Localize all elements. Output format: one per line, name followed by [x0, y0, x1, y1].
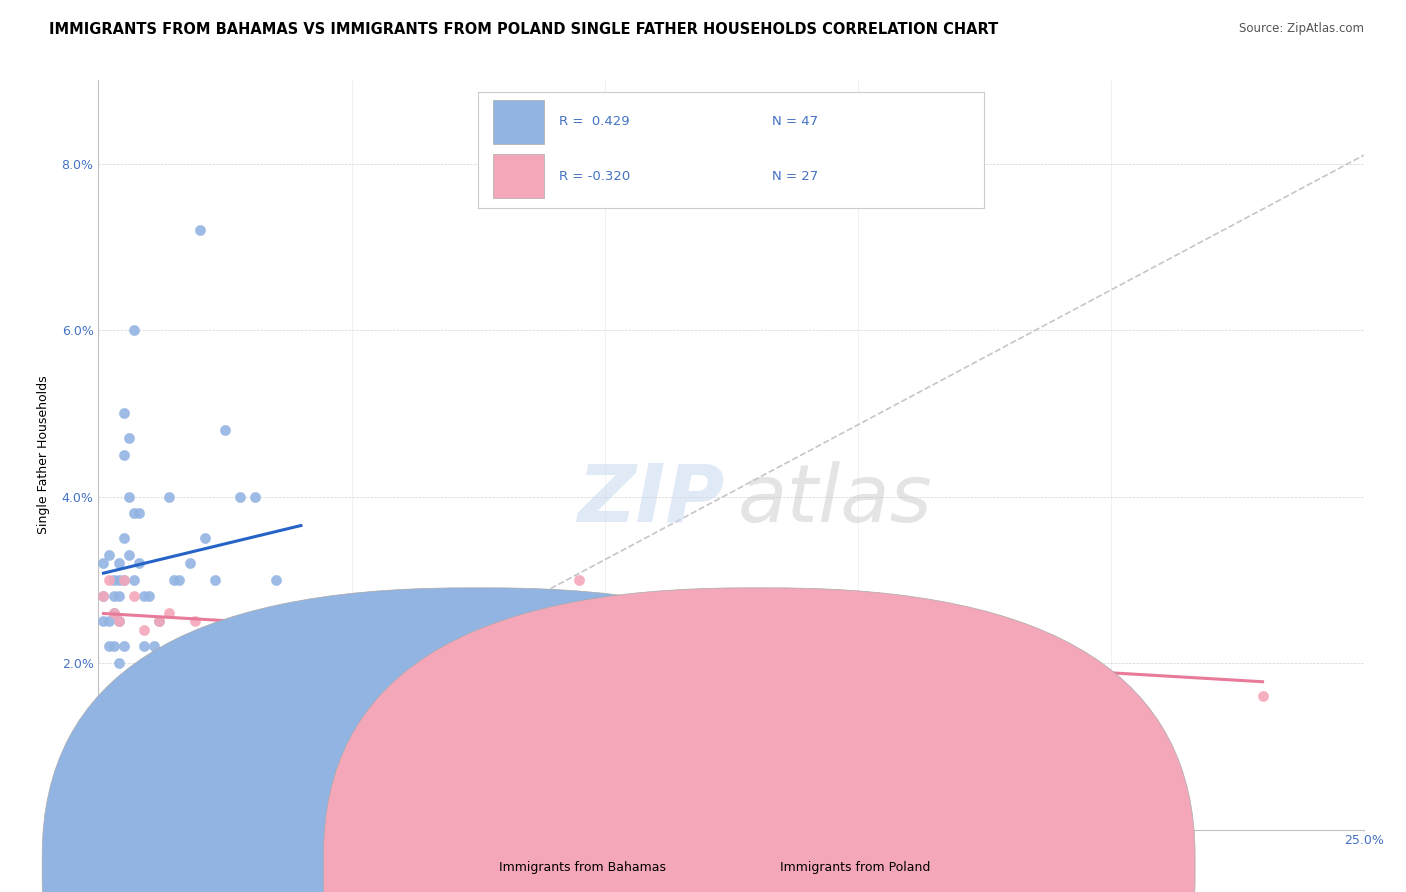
Point — [973, 656, 995, 670]
Text: Source: ZipAtlas.com: Source: ZipAtlas.com — [1239, 22, 1364, 36]
Point — [138, 656, 160, 670]
Point — [1251, 690, 1274, 704]
Point — [103, 590, 125, 604]
Point — [112, 448, 135, 462]
Point — [112, 573, 135, 587]
Point — [103, 606, 125, 620]
Point — [112, 573, 135, 587]
Point — [872, 640, 894, 654]
Point — [169, 640, 191, 654]
Point — [157, 490, 180, 504]
Point — [122, 323, 145, 337]
Text: ZIP: ZIP — [578, 461, 725, 539]
Point — [163, 573, 186, 587]
Point — [148, 615, 170, 629]
Text: Immigrants from Bahamas: Immigrants from Bahamas — [499, 861, 666, 873]
Point — [280, 615, 302, 629]
Point — [315, 615, 337, 629]
Point — [204, 573, 226, 587]
Point — [93, 590, 115, 604]
Point — [118, 431, 141, 445]
Point — [112, 406, 135, 420]
Point — [97, 615, 120, 629]
Point — [132, 623, 155, 637]
Point — [97, 573, 120, 587]
Point — [103, 606, 125, 620]
Point — [103, 640, 125, 654]
Point — [391, 615, 413, 629]
Point — [138, 590, 160, 604]
Point — [204, 656, 226, 670]
Point — [128, 506, 150, 520]
Point — [157, 606, 180, 620]
Point — [214, 423, 236, 437]
Point — [118, 548, 141, 562]
Point — [254, 615, 277, 629]
Point — [118, 490, 141, 504]
Point — [132, 590, 155, 604]
Point — [183, 615, 205, 629]
Point — [148, 615, 170, 629]
Point — [103, 573, 125, 587]
Point — [112, 640, 135, 654]
Point — [188, 223, 211, 237]
Point — [107, 615, 129, 629]
Point — [143, 640, 166, 654]
Point — [107, 590, 129, 604]
Y-axis label: Single Father Households: Single Father Households — [38, 376, 51, 534]
Point — [107, 656, 129, 670]
Point — [122, 573, 145, 587]
Point — [112, 531, 135, 545]
Point — [745, 640, 768, 654]
Text: atlas: atlas — [737, 461, 932, 539]
Point — [350, 656, 373, 670]
Point — [107, 556, 129, 570]
Point — [97, 640, 120, 654]
Point — [107, 573, 129, 587]
Point — [107, 615, 129, 629]
Point — [224, 673, 246, 687]
Point — [1074, 690, 1097, 704]
Point — [128, 556, 150, 570]
Point — [93, 615, 115, 629]
Point — [93, 590, 115, 604]
Point — [245, 490, 267, 504]
Text: IMMIGRANTS FROM BAHAMAS VS IMMIGRANTS FROM POLAND SINGLE FATHER HOUSEHOLDS CORRE: IMMIGRANTS FROM BAHAMAS VS IMMIGRANTS FR… — [49, 22, 998, 37]
Point — [97, 548, 120, 562]
Point — [264, 573, 287, 587]
Point — [153, 673, 176, 687]
Point — [169, 573, 191, 587]
Point — [122, 590, 145, 604]
Point — [132, 640, 155, 654]
Point — [179, 556, 201, 570]
Text: Immigrants from Poland: Immigrants from Poland — [780, 861, 931, 873]
Point — [502, 590, 524, 604]
Point — [441, 673, 464, 687]
Point — [568, 573, 591, 587]
Point — [194, 531, 217, 545]
Point — [93, 556, 115, 570]
Point — [644, 615, 666, 629]
Point — [229, 490, 252, 504]
Point — [284, 698, 307, 712]
Point — [122, 506, 145, 520]
